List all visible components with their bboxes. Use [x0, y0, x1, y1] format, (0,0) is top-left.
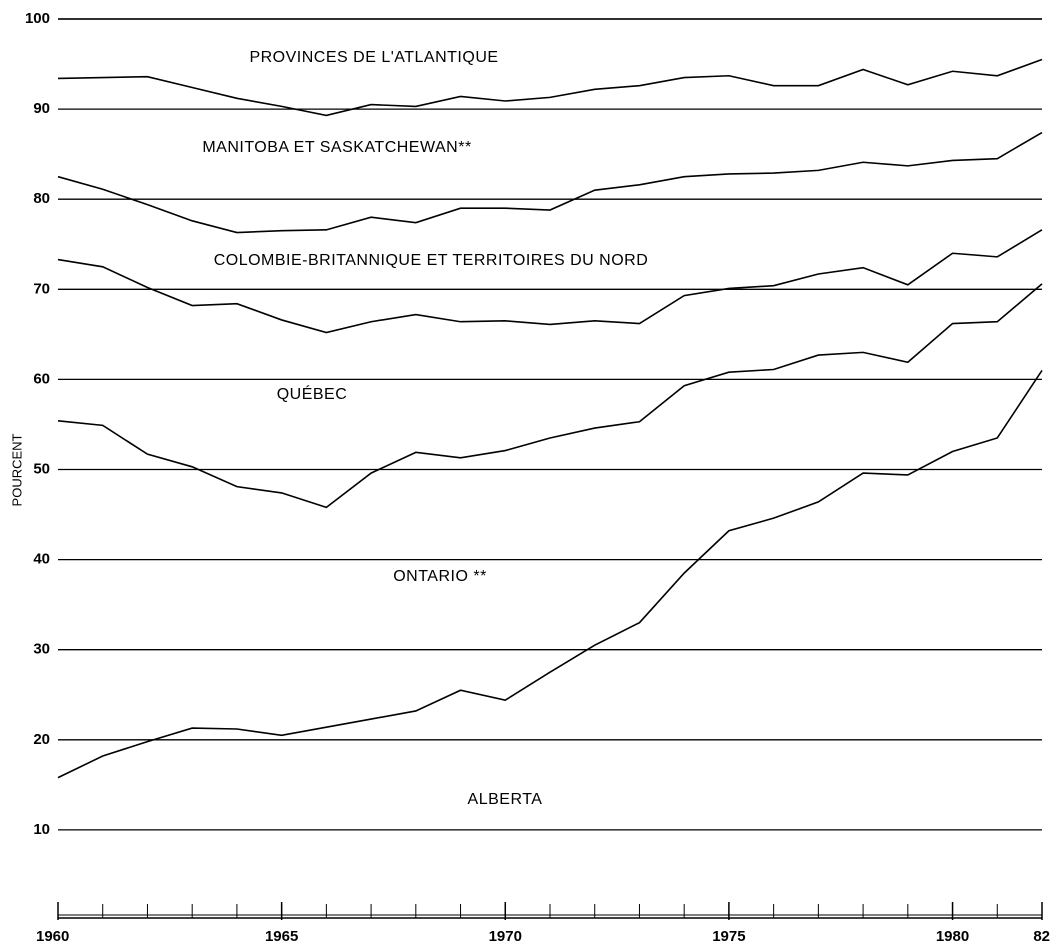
series-label: MANITOBA ET SASKATCHEWAN** — [202, 139, 471, 156]
y-tick-label: 30 — [33, 641, 50, 658]
series-line — [57, 369, 1043, 779]
y-tick-label: 40 — [33, 551, 50, 568]
x-tick-label: 1975 — [712, 928, 745, 945]
series-line — [57, 229, 1043, 334]
y-tick-label: 50 — [33, 460, 50, 477]
series-line — [57, 131, 1043, 234]
y-tick-label: 10 — [33, 821, 50, 838]
x-tick-label: 1980 — [936, 928, 969, 945]
y-tick-label: 70 — [33, 280, 50, 297]
x-tick-label: 1965 — [265, 928, 298, 945]
x-tick-label: 82 — [1033, 928, 1050, 945]
x-tick-label: 1960 — [36, 928, 69, 945]
y-tick-label: 90 — [33, 100, 50, 117]
series-label: ONTARIO ** — [393, 568, 487, 585]
series-label: PROVINCES DE L'ATLANTIQUE — [249, 49, 498, 66]
series-label: ALBERTA — [468, 791, 543, 808]
y-tick-label: 100 — [25, 10, 50, 27]
y-tick-label: 20 — [33, 731, 50, 748]
series-label: QUÉBEC — [277, 384, 348, 403]
series-label: COLOMBIE-BRITANNIQUE ET TERRITOIRES DU N… — [214, 252, 649, 269]
y-tick-label: 80 — [33, 190, 50, 207]
y-axis-label: POURCENT — [9, 433, 24, 506]
y-tick-label: 60 — [33, 370, 50, 387]
series-line — [57, 58, 1043, 117]
x-tick-label: 1970 — [489, 928, 522, 945]
series-line — [57, 283, 1043, 509]
